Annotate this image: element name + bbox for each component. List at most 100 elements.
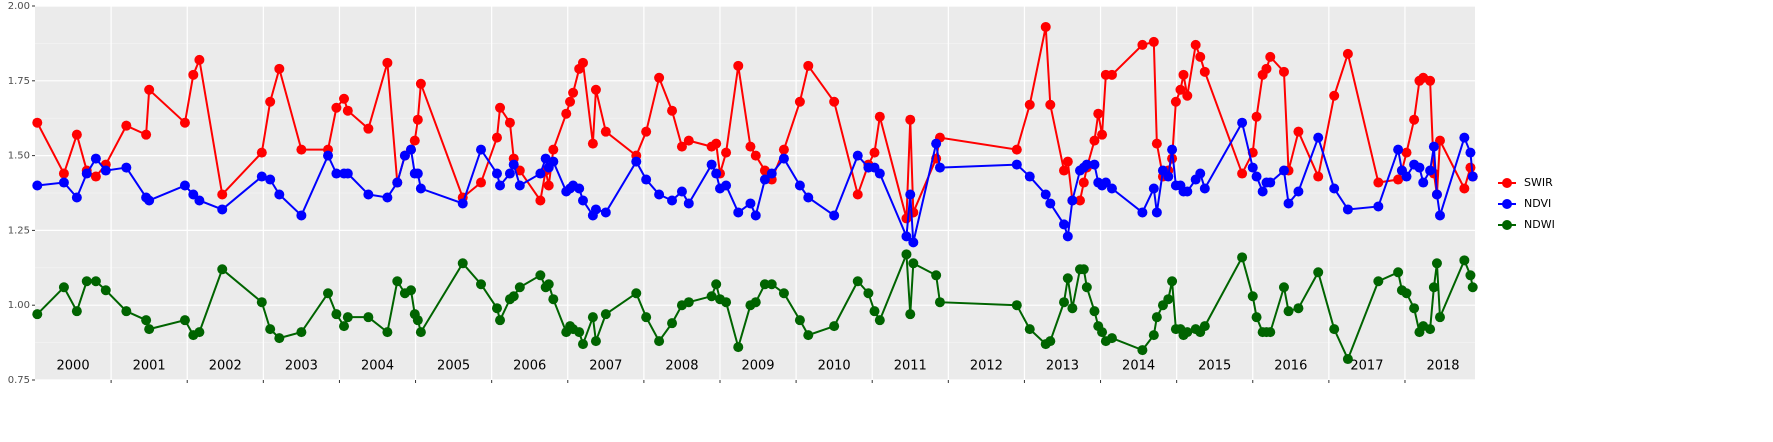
data-point [274, 189, 285, 200]
data-point [121, 120, 132, 131]
data-point [412, 168, 423, 179]
data-point [58, 168, 69, 179]
data-point [1106, 183, 1117, 194]
data-point [733, 207, 744, 218]
data-point [1251, 312, 1262, 323]
data-point [1093, 108, 1104, 119]
data-point [721, 297, 732, 308]
data-point [721, 147, 732, 158]
data-point [1237, 117, 1248, 128]
data-point [514, 282, 525, 293]
data-point [1278, 282, 1289, 293]
data-point [141, 315, 152, 326]
data-point [409, 135, 420, 146]
data-point [32, 309, 43, 320]
data-point [574, 183, 585, 194]
data-point [296, 327, 307, 338]
year-label: 2014 [1122, 359, 1155, 374]
year-label: 2012 [970, 359, 1003, 374]
data-point [1237, 252, 1248, 263]
data-point [342, 312, 353, 323]
data-point [1293, 126, 1304, 137]
data-point [1059, 297, 1070, 308]
data-point [194, 327, 205, 338]
data-point [1465, 270, 1476, 281]
y-tick-label: 0.75 [8, 375, 30, 386]
data-point [81, 168, 92, 179]
data-point [256, 147, 267, 158]
data-point [58, 282, 69, 293]
year-label: 2001 [133, 359, 166, 374]
data-point [141, 129, 152, 140]
year-label: 2017 [1350, 359, 1383, 374]
year-label: 2009 [741, 359, 774, 374]
data-point [934, 162, 945, 173]
data-point [1278, 165, 1289, 176]
data-point [590, 204, 601, 215]
data-point [363, 189, 374, 200]
data-point [179, 180, 190, 191]
data-point [745, 198, 756, 209]
data-point [905, 114, 916, 125]
data-point [1459, 132, 1470, 143]
data-point [415, 78, 426, 89]
data-point [508, 159, 519, 170]
data-point [1434, 312, 1445, 323]
data-point [641, 312, 652, 323]
data-point [491, 132, 502, 143]
data-point [217, 264, 228, 275]
data-point [577, 57, 588, 68]
data-point [1329, 90, 1340, 101]
data-point [631, 288, 642, 299]
data-point [577, 339, 588, 350]
data-point [1428, 141, 1439, 152]
data-point [296, 210, 307, 221]
data-point [1293, 186, 1304, 197]
data-point [1425, 324, 1436, 335]
data-point [382, 192, 393, 203]
data-point [1265, 51, 1276, 62]
data-point [405, 144, 416, 155]
data-point [331, 309, 342, 320]
data-point [1418, 177, 1429, 188]
data-point [543, 279, 554, 290]
data-point [1393, 267, 1404, 278]
data-point [121, 162, 132, 173]
data-point [600, 207, 611, 218]
data-point [1465, 162, 1476, 173]
data-point [1045, 336, 1056, 347]
data-point [1414, 162, 1425, 173]
data-point [1067, 195, 1078, 206]
data-point [750, 150, 761, 161]
y-tick-label: 1.50 [8, 151, 30, 162]
data-point [1182, 186, 1193, 197]
data-point [852, 189, 863, 200]
data-point [1024, 324, 1035, 335]
data-point [706, 291, 717, 302]
data-point [794, 180, 805, 191]
data-point [631, 156, 642, 167]
data-point [1431, 189, 1442, 200]
data-point [587, 312, 598, 323]
data-point [382, 327, 393, 338]
data-point [457, 198, 468, 209]
data-point [144, 84, 155, 95]
data-point [590, 336, 601, 347]
data-point [495, 180, 506, 191]
data-point [543, 180, 554, 191]
data-point [1393, 174, 1404, 185]
data-point [540, 153, 551, 164]
data-point [548, 294, 559, 305]
data-point [794, 96, 805, 107]
data-point [1329, 183, 1340, 194]
data-point [1151, 138, 1162, 149]
data-point [1329, 324, 1340, 335]
data-point [217, 189, 228, 200]
legend-label: NDWI [1524, 218, 1555, 231]
data-point [568, 87, 579, 98]
data-point [711, 138, 722, 149]
data-point [931, 138, 942, 149]
data-point [1151, 207, 1162, 218]
data-point [1434, 135, 1445, 146]
data-point [1163, 171, 1174, 182]
